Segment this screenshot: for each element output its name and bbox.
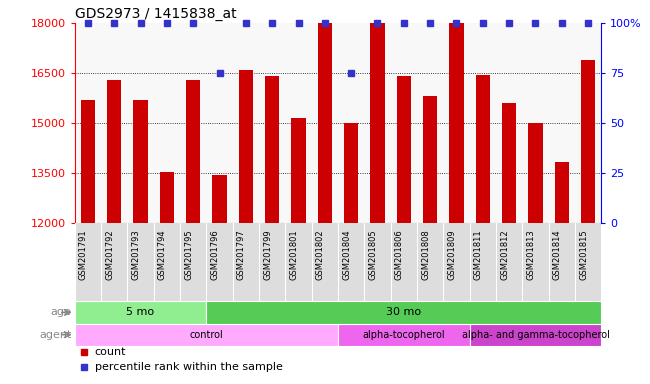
Text: GDS2973 / 1415838_at: GDS2973 / 1415838_at xyxy=(75,7,237,21)
Bar xyxy=(476,75,490,223)
Bar xyxy=(291,118,305,223)
Text: GSM201801: GSM201801 xyxy=(289,230,298,280)
Bar xyxy=(75,323,338,346)
Bar xyxy=(338,323,469,346)
Bar xyxy=(581,60,595,223)
Bar xyxy=(160,172,174,223)
Text: GSM201812: GSM201812 xyxy=(500,230,509,280)
Bar xyxy=(554,162,569,223)
Text: GSM201802: GSM201802 xyxy=(316,230,325,280)
Bar xyxy=(107,80,122,223)
Bar xyxy=(81,100,95,223)
Text: age: age xyxy=(51,307,72,318)
Text: GSM201797: GSM201797 xyxy=(237,230,246,280)
Bar xyxy=(207,301,601,323)
Bar xyxy=(133,100,148,223)
Bar xyxy=(502,103,516,223)
Text: count: count xyxy=(95,348,126,358)
Text: agent: agent xyxy=(39,329,72,339)
Text: GSM201795: GSM201795 xyxy=(184,230,193,280)
Bar xyxy=(528,123,543,223)
Text: GSM201815: GSM201815 xyxy=(579,230,588,280)
Text: GSM201804: GSM201804 xyxy=(342,230,351,280)
Text: 30 mo: 30 mo xyxy=(386,307,421,318)
Text: GSM201806: GSM201806 xyxy=(395,230,404,280)
Text: GSM201814: GSM201814 xyxy=(552,230,562,280)
Bar xyxy=(449,23,463,223)
Bar xyxy=(213,175,227,223)
Text: alpha-tocopherol: alpha-tocopherol xyxy=(363,329,445,339)
Text: GSM201805: GSM201805 xyxy=(369,230,378,280)
Text: GSM201793: GSM201793 xyxy=(131,230,140,280)
Bar xyxy=(186,80,200,223)
Bar xyxy=(396,76,411,223)
Bar xyxy=(370,7,385,223)
Text: GSM201809: GSM201809 xyxy=(447,230,456,280)
Text: percentile rank within the sample: percentile rank within the sample xyxy=(95,362,283,372)
Text: control: control xyxy=(190,329,223,339)
Text: GSM201791: GSM201791 xyxy=(79,230,88,280)
Bar xyxy=(344,123,358,223)
Text: GSM201792: GSM201792 xyxy=(105,230,114,280)
Text: GSM201808: GSM201808 xyxy=(421,230,430,280)
Text: 5 mo: 5 mo xyxy=(127,307,155,318)
Text: GSM201813: GSM201813 xyxy=(526,230,536,280)
Text: GSM201799: GSM201799 xyxy=(263,230,272,280)
Bar xyxy=(423,96,437,223)
Bar xyxy=(470,323,601,346)
Bar xyxy=(239,70,253,223)
Bar xyxy=(75,301,207,323)
Bar xyxy=(265,76,280,223)
Bar xyxy=(318,0,332,223)
Text: GSM201796: GSM201796 xyxy=(211,230,220,280)
Text: GSM201811: GSM201811 xyxy=(474,230,483,280)
Text: alpha- and gamma-tocopherol: alpha- and gamma-tocopherol xyxy=(462,329,610,339)
Text: GSM201794: GSM201794 xyxy=(158,230,167,280)
